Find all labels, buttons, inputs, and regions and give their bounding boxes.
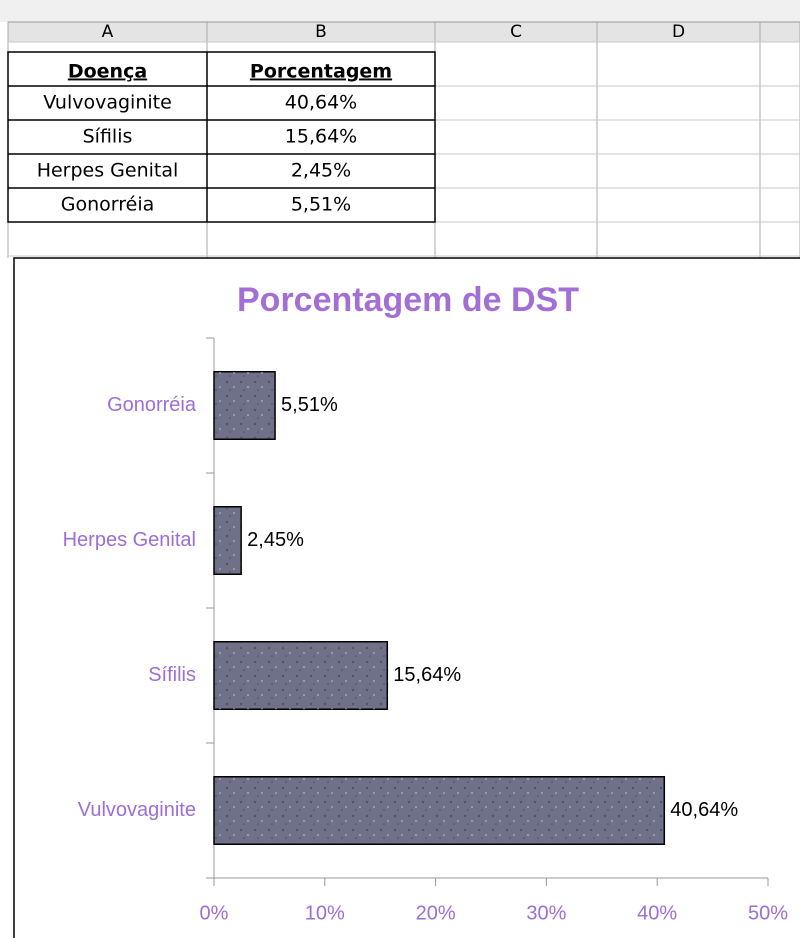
x-tick-label: 50%: [748, 902, 788, 924]
table-header: Doença: [68, 61, 147, 83]
bar-texture: [214, 371, 276, 440]
category-label: Vulvovaginite: [78, 799, 196, 821]
table-cell: Herpes Genital: [37, 160, 179, 182]
table-cell: 40,64%: [285, 92, 357, 114]
column-header: D: [672, 22, 685, 42]
x-tick-label: 40%: [637, 902, 677, 924]
table-header: Porcentagem: [250, 61, 392, 83]
bar-texture: [214, 641, 388, 710]
column-header: B: [315, 22, 327, 42]
table-cell: Sífilis: [83, 126, 133, 148]
chart-title: Porcentagem de DST: [237, 281, 579, 319]
table-cell: Vulvovaginite: [43, 92, 172, 114]
value-label: 40,64%: [670, 799, 738, 821]
table-cell: 2,45%: [291, 160, 351, 182]
bar-texture: [214, 506, 242, 575]
bar-texture: [214, 776, 665, 845]
category-label: Herpes Genital: [63, 529, 196, 551]
value-label: 2,45%: [247, 529, 304, 551]
column-header: C: [510, 22, 522, 42]
table-cell: 5,51%: [291, 194, 351, 216]
column-header: A: [102, 22, 114, 42]
x-tick-label: 20%: [416, 902, 456, 924]
table-cell: Gonorréia: [61, 194, 155, 216]
category-label: Sífilis: [148, 664, 196, 686]
category-label: Gonorréia: [107, 394, 197, 416]
toolbar-edge: [0, 0, 800, 22]
table-border: [7, 51, 436, 223]
value-label: 15,64%: [393, 664, 461, 686]
x-tick-label: 0%: [200, 902, 229, 924]
x-tick-label: 30%: [526, 902, 566, 924]
sheet: A B C D Doença Porcentagem Vulvovaginite 40,64%…: [7, 22, 800, 258]
value-label: 5,51%: [281, 394, 338, 416]
x-tick-label: 10%: [305, 902, 345, 924]
table-cell: 15,64%: [285, 126, 357, 148]
